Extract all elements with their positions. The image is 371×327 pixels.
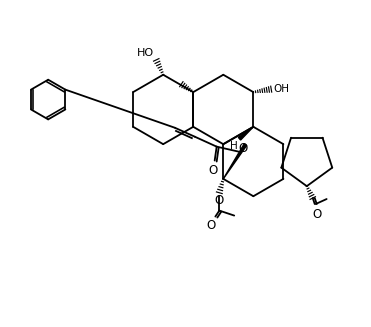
Text: H: H xyxy=(230,141,237,151)
Text: O: O xyxy=(239,142,248,155)
Text: OH: OH xyxy=(273,84,289,94)
Text: O: O xyxy=(215,194,224,207)
Text: HO: HO xyxy=(137,48,154,58)
Text: O: O xyxy=(207,218,216,232)
Polygon shape xyxy=(238,127,253,140)
Text: O: O xyxy=(208,164,217,178)
Text: O: O xyxy=(312,208,321,221)
Polygon shape xyxy=(223,144,247,179)
